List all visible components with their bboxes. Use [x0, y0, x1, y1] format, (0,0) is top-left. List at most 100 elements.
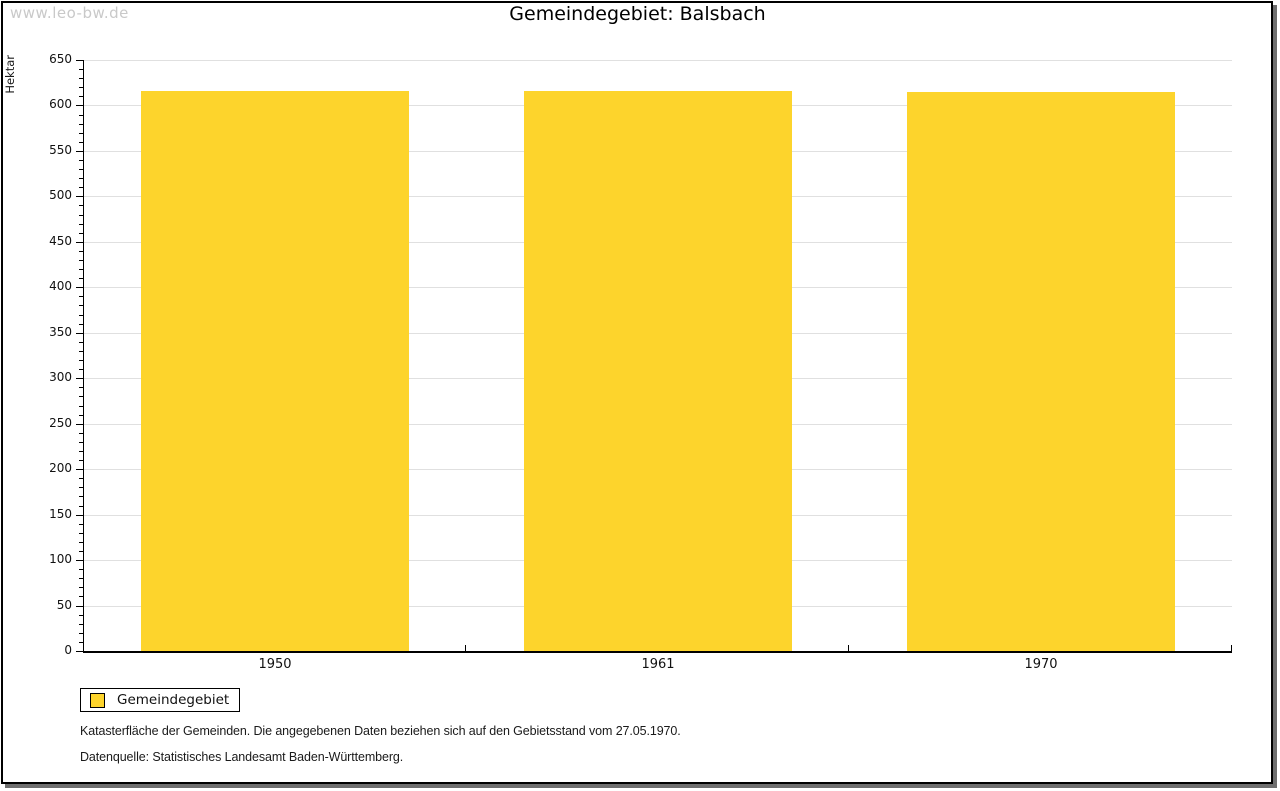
- y-major-tick: [76, 606, 83, 607]
- legend-box: Gemeindegebiet: [80, 688, 241, 712]
- legend-label: Gemeindegebiet: [117, 692, 230, 708]
- bar: [524, 91, 792, 651]
- y-minor-tick: [79, 451, 83, 452]
- y-minor-tick: [79, 351, 83, 352]
- y-minor-tick: [79, 233, 83, 234]
- footnote-data-source: Datenquelle: Statistisches Landesamt Bad…: [80, 750, 404, 764]
- y-minor-tick: [79, 178, 83, 179]
- y-minor-tick: [79, 296, 83, 297]
- y-tick-label: 350: [49, 325, 72, 339]
- y-major-tick: [76, 378, 83, 379]
- y-major-tick: [76, 151, 83, 152]
- y-minor-tick: [79, 142, 83, 143]
- y-minor-tick: [79, 415, 83, 416]
- y-tick-label: 100: [49, 552, 72, 566]
- y-tick-label: 200: [49, 461, 72, 475]
- y-minor-tick: [79, 633, 83, 634]
- y-minor-tick: [79, 278, 83, 279]
- y-major-tick: [76, 60, 83, 61]
- y-minor-tick: [79, 506, 83, 507]
- x-tick-label: 1950: [258, 657, 292, 672]
- y-minor-tick: [79, 487, 83, 488]
- y-minor-tick: [79, 160, 83, 161]
- gridline: [84, 60, 1232, 61]
- y-axis-line: [83, 60, 84, 653]
- y-minor-tick: [79, 569, 83, 570]
- y-major-tick: [76, 469, 83, 470]
- y-tick-label: 450: [49, 234, 72, 248]
- y-major-tick: [76, 196, 83, 197]
- y-major-tick: [76, 333, 83, 334]
- y-minor-tick: [79, 315, 83, 316]
- y-tick-label: 550: [49, 143, 72, 157]
- y-minor-tick: [79, 205, 83, 206]
- y-minor-tick: [79, 305, 83, 306]
- y-minor-tick: [79, 87, 83, 88]
- x-axis-line: [83, 651, 1232, 653]
- y-tick-label: 250: [49, 416, 72, 430]
- y-minor-tick: [79, 269, 83, 270]
- y-minor-tick: [79, 551, 83, 552]
- y-minor-tick: [79, 124, 83, 125]
- y-minor-tick: [79, 342, 83, 343]
- y-major-tick: [76, 515, 83, 516]
- y-tick-label: 400: [49, 279, 72, 293]
- x-tick-label: 1970: [1024, 657, 1058, 672]
- y-minor-tick: [79, 496, 83, 497]
- y-minor-tick: [79, 524, 83, 525]
- legend-swatch-icon: [90, 692, 105, 708]
- y-minor-tick: [79, 369, 83, 370]
- y-minor-tick: [79, 96, 83, 97]
- y-minor-tick: [79, 587, 83, 588]
- y-tick-label: 150: [49, 507, 72, 521]
- y-minor-tick: [79, 642, 83, 643]
- y-minor-tick: [79, 478, 83, 479]
- x-boundary-tick: [1231, 645, 1232, 651]
- y-minor-tick: [79, 251, 83, 252]
- y-major-tick: [76, 105, 83, 106]
- y-minor-tick: [79, 396, 83, 397]
- y-tick-label: 300: [49, 370, 72, 384]
- y-minor-tick: [79, 115, 83, 116]
- y-minor-tick: [79, 224, 83, 225]
- y-minor-tick: [79, 578, 83, 579]
- y-minor-tick: [79, 133, 83, 134]
- y-tick-label: 50: [56, 598, 72, 612]
- y-major-tick: [76, 242, 83, 243]
- chart-title: Gemeindegebiet: Balsbach: [509, 3, 766, 25]
- y-minor-tick: [79, 69, 83, 70]
- x-tick-label: 1961: [641, 657, 675, 672]
- y-minor-tick: [79, 78, 83, 79]
- y-minor-tick: [79, 615, 83, 616]
- x-boundary-tick: [465, 645, 466, 651]
- y-tick-label: 600: [49, 97, 72, 111]
- y-major-tick: [76, 287, 83, 288]
- bar: [141, 91, 409, 651]
- y-minor-tick: [79, 433, 83, 434]
- y-major-tick: [76, 424, 83, 425]
- y-minor-tick: [79, 596, 83, 597]
- y-minor-tick: [79, 442, 83, 443]
- y-minor-tick: [79, 406, 83, 407]
- y-minor-tick: [79, 187, 83, 188]
- y-minor-tick: [79, 360, 83, 361]
- y-major-tick: [76, 560, 83, 561]
- y-minor-tick: [79, 533, 83, 534]
- y-minor-tick: [79, 387, 83, 388]
- x-boundary-tick: [848, 645, 849, 651]
- y-minor-tick: [79, 215, 83, 216]
- y-tick-label: 650: [49, 52, 72, 66]
- y-minor-tick: [79, 324, 83, 325]
- y-minor-tick: [79, 169, 83, 170]
- y-tick-label: 0: [64, 643, 72, 657]
- y-tick-label: 500: [49, 188, 72, 202]
- y-minor-tick: [79, 542, 83, 543]
- y-minor-tick: [79, 624, 83, 625]
- bar: [907, 92, 1175, 651]
- y-minor-tick: [79, 260, 83, 261]
- watermark: www.leo-bw.de: [10, 4, 129, 22]
- y-major-tick: [76, 651, 83, 652]
- y-minor-tick: [79, 460, 83, 461]
